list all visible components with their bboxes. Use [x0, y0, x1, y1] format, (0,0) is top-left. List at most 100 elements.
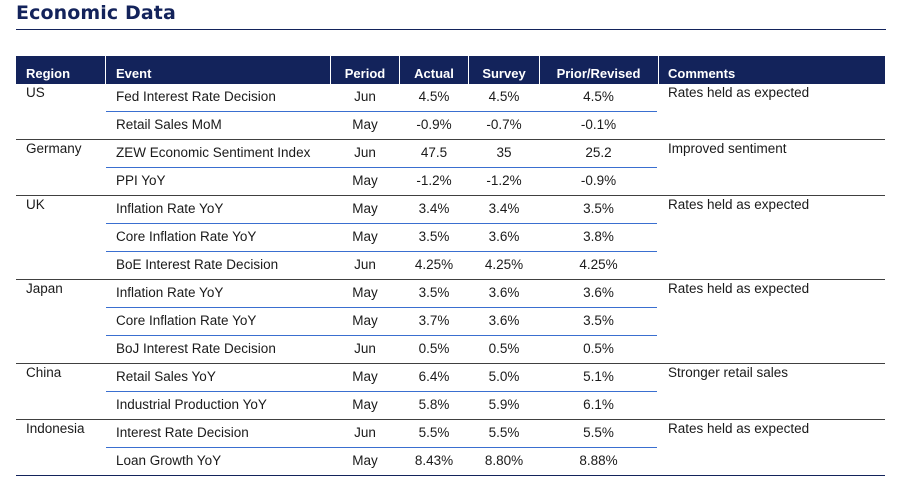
- event-cell: PPI YoY: [116, 173, 166, 188]
- header-divider: [399, 56, 400, 84]
- row-divider: [106, 307, 657, 308]
- period-cell: May: [352, 397, 378, 412]
- event-cell: Interest Rate Decision: [116, 425, 249, 440]
- comment-cell: Rates held as expected: [668, 421, 810, 436]
- period-cell: Jun: [354, 257, 376, 272]
- row-divider: [106, 335, 657, 336]
- region-cell: China: [26, 365, 62, 380]
- event-cell: Retail Sales MoM: [116, 117, 222, 132]
- table-header: [16, 56, 885, 84]
- prior-cell: 5.5%: [583, 425, 614, 440]
- survey-cell: -1.2%: [486, 173, 522, 188]
- actual-cell: 0.5%: [418, 341, 450, 356]
- survey-cell: 5.5%: [488, 425, 520, 440]
- header-divider: [539, 56, 540, 84]
- group-divider: [16, 419, 885, 420]
- survey-cell: -0.7%: [486, 117, 522, 132]
- header-survey: Survey: [482, 66, 526, 81]
- comment-cell: Rates held as expected: [668, 197, 810, 212]
- actual-cell: 6.4%: [418, 369, 450, 384]
- period-cell: May: [352, 313, 378, 328]
- event-cell: Industrial Production YoY: [116, 397, 267, 412]
- period-cell: Jun: [354, 145, 376, 160]
- prior-cell: 8.88%: [579, 453, 618, 468]
- survey-cell: 3.6%: [488, 285, 520, 300]
- row-divider: [106, 391, 657, 392]
- region-cell: US: [26, 85, 45, 100]
- event-cell: Inflation Rate YoY: [116, 201, 224, 216]
- actual-cell: 4.25%: [414, 257, 454, 272]
- period-cell: May: [352, 201, 378, 216]
- actual-cell: 5.8%: [418, 397, 450, 412]
- period-cell: May: [352, 285, 378, 300]
- header-divider: [330, 56, 331, 84]
- survey-cell: 3.4%: [488, 201, 520, 216]
- prior-cell: 25.2: [585, 145, 612, 160]
- prior-cell: 4.25%: [579, 257, 618, 272]
- prior-cell: -0.1%: [580, 117, 617, 132]
- group-divider: [16, 139, 885, 140]
- event-cell: Inflation Rate YoY: [116, 285, 224, 300]
- actual-cell: -1.2%: [416, 173, 452, 188]
- period-cell: Jun: [354, 425, 376, 440]
- comment-cell: Stronger retail sales: [668, 365, 789, 380]
- survey-cell: 3.6%: [488, 229, 520, 244]
- survey-cell: 8.80%: [484, 453, 524, 468]
- comment-cell: Rates held as expected: [668, 85, 810, 100]
- survey-cell: 5.9%: [488, 397, 520, 412]
- event-cell: Retail Sales YoY: [116, 369, 216, 384]
- region-cell: Germany: [26, 141, 82, 156]
- page-title: Economic Data: [16, 2, 176, 24]
- comment-cell: Rates held as expected: [668, 281, 810, 296]
- region-cell: Japan: [26, 281, 63, 296]
- header-region: Region: [26, 66, 71, 81]
- prior-cell: 5.1%: [583, 369, 614, 384]
- event-cell: BoE Interest Rate Decision: [116, 257, 279, 272]
- row-divider: [106, 111, 657, 112]
- event-cell: Fed Interest Rate Decision: [116, 89, 276, 104]
- prior-cell: -0.9%: [580, 173, 617, 188]
- survey-cell: 4.25%: [484, 257, 524, 272]
- header-divider: [468, 56, 469, 84]
- actual-cell: -0.9%: [416, 117, 452, 132]
- table-bottom-border: [16, 475, 885, 476]
- event-cell: Loan Growth YoY: [116, 453, 222, 468]
- prior-cell: 0.5%: [583, 341, 614, 356]
- survey-cell: 35: [496, 145, 512, 160]
- prior-cell: 3.5%: [583, 201, 614, 216]
- header-comments: Comments: [668, 66, 736, 81]
- prior-cell: 3.6%: [583, 285, 614, 300]
- actual-cell: 8.43%: [414, 453, 454, 468]
- period-cell: Jun: [354, 341, 376, 356]
- actual-cell: 47.5: [420, 145, 448, 160]
- header-period: Period: [344, 66, 386, 81]
- header-actual: Actual: [414, 66, 454, 81]
- event-cell: ZEW Economic Sentiment Index: [116, 145, 311, 160]
- header-event: Event: [116, 66, 152, 81]
- survey-cell: 0.5%: [488, 341, 520, 356]
- header-prior-revised: Prior/Revised: [556, 66, 641, 81]
- group-divider: [16, 363, 885, 364]
- period-cell: May: [352, 173, 378, 188]
- header-divider: [105, 56, 106, 84]
- row-divider: [106, 251, 657, 252]
- group-divider: [16, 279, 885, 280]
- prior-cell: 3.8%: [583, 229, 614, 244]
- prior-cell: 4.5%: [583, 89, 614, 104]
- survey-cell: 5.0%: [488, 369, 520, 384]
- period-cell: May: [352, 229, 378, 244]
- event-cell: Core Inflation Rate YoY: [116, 229, 257, 244]
- survey-cell: 3.6%: [488, 313, 520, 328]
- row-divider: [106, 223, 657, 224]
- survey-cell: 4.5%: [488, 89, 520, 104]
- event-cell: BoJ Interest Rate Decision: [116, 341, 276, 356]
- actual-cell: 5.5%: [418, 425, 450, 440]
- period-cell: May: [352, 117, 378, 132]
- period-cell: May: [352, 369, 378, 384]
- prior-cell: 6.1%: [583, 397, 614, 412]
- group-divider: [16, 195, 885, 196]
- actual-cell: 3.5%: [418, 229, 450, 244]
- actual-cell: 3.4%: [418, 201, 450, 216]
- period-cell: Jun: [354, 89, 376, 104]
- region-cell: UK: [26, 197, 45, 212]
